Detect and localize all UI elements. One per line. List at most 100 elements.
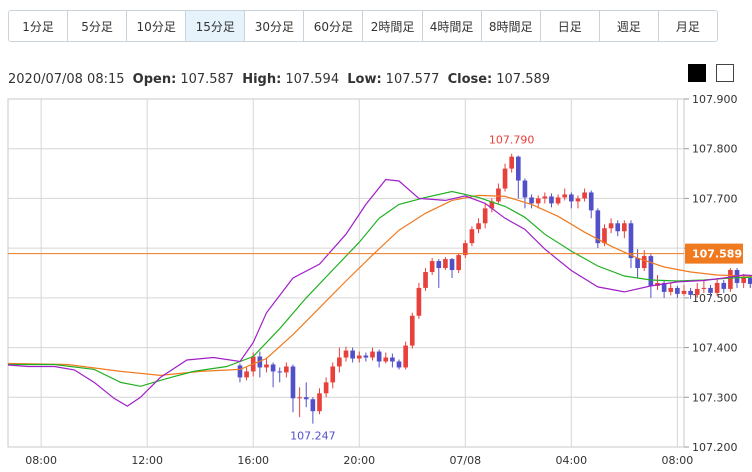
candle-body xyxy=(284,366,289,373)
candle-body xyxy=(608,223,614,229)
candle-body xyxy=(535,198,541,204)
candle-body xyxy=(350,350,355,359)
x-tick-label: 20:00 xyxy=(343,454,375,467)
candle-body xyxy=(675,287,680,294)
candle-body xyxy=(429,261,435,273)
candle-body xyxy=(562,194,568,198)
candle-body xyxy=(390,357,395,362)
max-price-label: 107.790 xyxy=(489,134,535,147)
candle-body xyxy=(549,196,554,204)
tab-timeframe[interactable]: 5分足 xyxy=(68,11,128,41)
candle-body xyxy=(542,196,548,199)
candle-body xyxy=(237,365,243,378)
tab-timeframe[interactable]: 2時間足 xyxy=(363,11,423,41)
close-label: Close: xyxy=(447,72,493,87)
candle-body xyxy=(708,287,713,293)
y-tick-label: 107.700 xyxy=(692,192,738,205)
ma-long-line xyxy=(7,194,752,377)
x-tick-label: 16:00 xyxy=(237,454,269,467)
x-tick-label: 07/08 xyxy=(449,454,481,467)
candle-body xyxy=(509,156,515,169)
candle-body xyxy=(555,197,561,204)
ma-short-line xyxy=(7,178,752,407)
x-tick-label: 04:00 xyxy=(555,454,587,467)
timeframe-tabs: 1分足 5分足 10分足 15分足 30分足 60分足 2時間足 4時間足 8時間足 日足 週足 月足 xyxy=(8,10,718,42)
tab-timeframe[interactable]: 30分足 xyxy=(245,11,305,41)
candle-body xyxy=(602,228,607,244)
tab-timeframe[interactable]: 15分足 xyxy=(186,11,246,41)
dark-theme-button[interactable] xyxy=(688,64,706,82)
x-tick-label: 08:00 xyxy=(662,454,694,467)
tab-timeframe[interactable]: 4時間足 xyxy=(422,11,482,41)
candle-body xyxy=(363,355,369,358)
candle-body xyxy=(515,156,521,181)
candle-body xyxy=(482,208,488,224)
ohlc-datetime: 2020/07/08 08:15 xyxy=(8,72,125,87)
tab-timeframe[interactable]: 日足 xyxy=(540,11,600,41)
candle-body xyxy=(502,168,508,189)
current-price-tag xyxy=(685,243,743,264)
high-value: 107.594 xyxy=(285,72,340,87)
candle-body xyxy=(635,258,640,269)
candle-body xyxy=(741,277,746,283)
candle-body xyxy=(370,351,375,358)
candle-body xyxy=(569,194,574,202)
candle-body xyxy=(496,188,501,202)
candle-body xyxy=(277,371,283,373)
y-tick-label: 107.900 xyxy=(692,93,738,106)
candle-body xyxy=(356,355,362,359)
candle-body xyxy=(376,351,382,362)
tab-timeframe[interactable]: 60分足 xyxy=(304,11,364,41)
open-value: 107.587 xyxy=(180,72,235,87)
candle-body xyxy=(317,393,322,412)
candle-body xyxy=(330,366,336,383)
tab-timeframe[interactable]: 10分足 xyxy=(127,11,187,41)
candle-body xyxy=(303,397,309,400)
candle-body xyxy=(436,261,442,269)
light-theme-button[interactable] xyxy=(716,64,734,82)
tab-timeframe[interactable]: 月足 xyxy=(658,11,717,41)
candle-body xyxy=(628,223,634,259)
candle-body xyxy=(476,223,481,230)
candle-body xyxy=(588,192,594,211)
candle-body xyxy=(416,287,422,316)
candle-body xyxy=(337,357,342,367)
candle-body xyxy=(721,282,727,289)
candle-body xyxy=(582,192,587,199)
low-value: 107.577 xyxy=(385,72,440,87)
candle-body xyxy=(681,290,687,294)
candle-body xyxy=(443,259,448,269)
candle-body xyxy=(615,223,621,232)
y-tick-label: 107.400 xyxy=(692,342,738,355)
candle-body xyxy=(714,282,720,293)
candle-body xyxy=(244,371,249,378)
candle-body xyxy=(641,256,647,269)
y-tick-label: 107.200 xyxy=(692,441,738,454)
candle-body xyxy=(423,272,428,288)
candle-body xyxy=(264,364,269,368)
x-tick-label: 08:00 xyxy=(25,454,57,467)
candle-body xyxy=(489,201,495,209)
candle-body xyxy=(297,397,302,399)
candle-body xyxy=(323,382,329,394)
close-value: 107.589 xyxy=(496,72,551,87)
y-tick-label: 107.500 xyxy=(692,292,738,305)
candle-body xyxy=(290,366,296,399)
candle-body xyxy=(456,255,461,271)
low-label: Low: xyxy=(347,72,382,87)
tab-timeframe[interactable]: 1分足 xyxy=(9,11,69,41)
current-price-label: 107.589 xyxy=(692,248,742,261)
candle-body xyxy=(449,259,455,271)
ohlc-readout: 2020/07/08 08:15 Open: 107.587 High: 107.5… xyxy=(8,72,554,87)
candle-body xyxy=(403,345,408,368)
candle-body xyxy=(270,364,276,372)
tab-timeframe[interactable]: 週足 xyxy=(599,11,659,41)
tab-timeframe[interactable]: 8時間足 xyxy=(481,11,541,41)
y-tick-label: 107.300 xyxy=(692,391,738,404)
candle-body xyxy=(522,180,528,198)
open-label: Open: xyxy=(132,72,177,87)
candle-body xyxy=(383,357,389,362)
candle-body xyxy=(310,399,316,412)
candle-body xyxy=(648,256,654,286)
